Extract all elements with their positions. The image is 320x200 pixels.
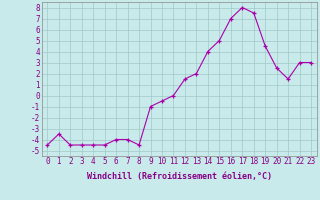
X-axis label: Windchill (Refroidissement éolien,°C): Windchill (Refroidissement éolien,°C): [87, 172, 272, 181]
